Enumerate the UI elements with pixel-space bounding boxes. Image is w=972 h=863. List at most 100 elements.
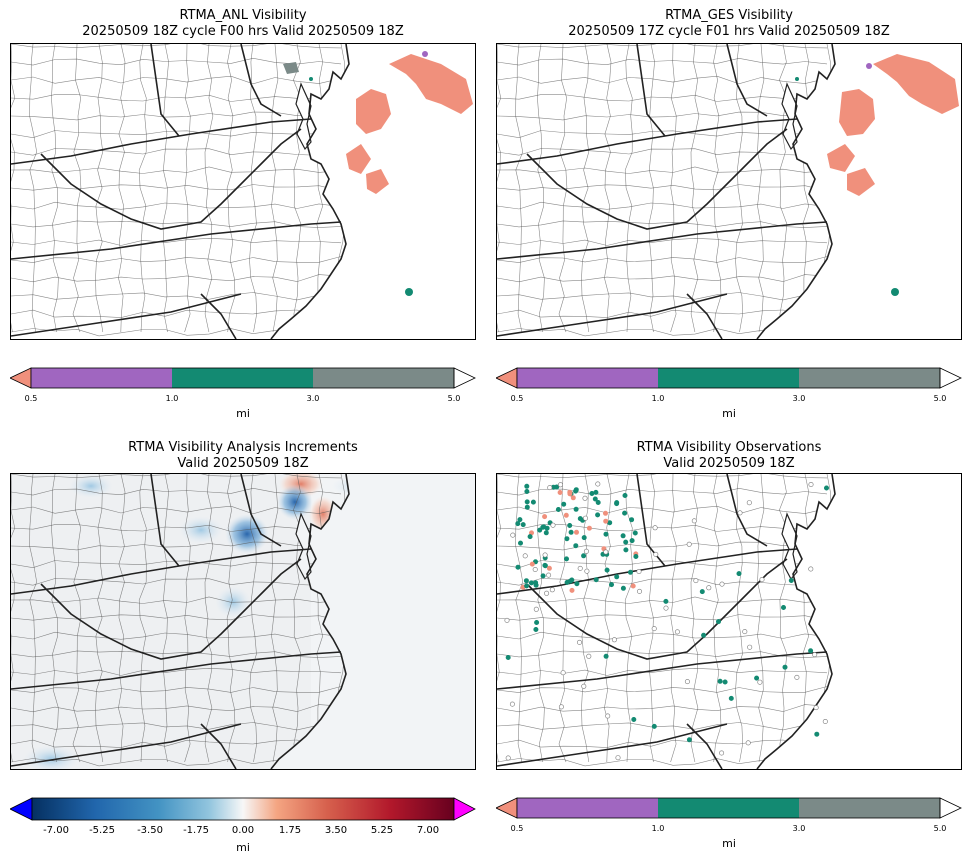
observation-station — [823, 485, 829, 491]
observation-station — [515, 521, 521, 527]
county-boundary — [72, 474, 82, 763]
observation-station — [528, 580, 534, 586]
observation-station — [541, 524, 547, 530]
observation-station — [524, 483, 530, 489]
county-boundary — [11, 614, 342, 622]
colorbar-tick: 5.0 — [933, 394, 947, 403]
state-boundary — [200, 293, 237, 339]
colorbar-tick: 0.5 — [510, 394, 524, 403]
county-boundary — [11, 578, 342, 586]
county-boundary — [497, 220, 828, 228]
county-boundary — [497, 704, 828, 713]
observation-station — [780, 605, 786, 611]
county-boundary — [293, 474, 302, 763]
colorbar-tick: 0.00 — [231, 825, 255, 836]
state-boundary — [726, 44, 768, 117]
county-boundary — [315, 44, 324, 333]
county-boundary — [11, 505, 342, 515]
county-boundary — [497, 75, 828, 85]
observation-station — [603, 518, 609, 524]
state-boundary — [497, 548, 798, 595]
county-boundary — [604, 44, 612, 333]
county-boundary — [497, 650, 828, 658]
county-boundary — [11, 667, 342, 676]
observation-station — [622, 492, 628, 498]
observation-station — [549, 587, 555, 593]
observation-station — [577, 639, 583, 645]
observation-station — [523, 578, 529, 584]
county-boundary — [497, 596, 828, 604]
observation-station — [563, 512, 569, 518]
state-boundary — [40, 128, 302, 230]
observation-station — [716, 619, 722, 625]
observation-station — [574, 529, 580, 535]
observation-station — [546, 572, 552, 578]
county-boundary — [184, 474, 191, 763]
map-analysis-increments[interactable] — [10, 473, 476, 770]
county-boundary — [11, 166, 342, 174]
observation-station — [603, 653, 609, 659]
chesapeake-bay — [781, 82, 798, 151]
observation-station — [524, 504, 530, 510]
observation-station — [534, 620, 540, 626]
map-rtma-ges[interactable] — [496, 43, 962, 340]
map-rtma-anl[interactable] — [10, 43, 476, 340]
county-boundary — [497, 111, 828, 121]
observation-station — [651, 723, 657, 729]
colorbar-tick: -5.25 — [89, 825, 115, 836]
observation-station — [509, 701, 515, 707]
observation-station — [614, 574, 620, 580]
observation-station — [515, 564, 521, 570]
observation-station — [653, 551, 659, 557]
county-boundary — [581, 474, 590, 763]
county-boundary — [271, 474, 279, 763]
state-boundary — [636, 474, 666, 567]
county-boundary — [604, 474, 612, 763]
observation-station — [557, 482, 563, 488]
county-boundary — [51, 474, 59, 763]
observation-station — [814, 731, 820, 737]
observation-station — [581, 535, 587, 541]
observation-station — [532, 567, 538, 573]
state-boundary — [240, 474, 282, 547]
observation-station — [555, 506, 561, 512]
county-boundary — [497, 44, 828, 49]
county-boundary — [162, 44, 169, 333]
county-boundary — [11, 237, 342, 246]
observation-station — [567, 522, 573, 528]
observation-station — [524, 583, 530, 589]
colorbar-unit: mi — [722, 837, 736, 850]
observation-station — [699, 589, 705, 595]
state-boundary — [200, 723, 237, 769]
observation-station — [652, 525, 658, 531]
observation-station — [629, 538, 635, 544]
colorbar-tick: 3.50 — [324, 825, 348, 836]
observation-station — [620, 533, 626, 539]
observation-points — [504, 481, 829, 761]
county-boundary — [624, 44, 633, 333]
panel-title: RTMA Visibility Analysis Increments Vali… — [10, 440, 476, 472]
colorbar-tick: 3.0 — [306, 394, 320, 403]
observation-station — [542, 552, 548, 558]
map-observations[interactable] — [496, 473, 962, 770]
observation-station — [611, 637, 617, 643]
county-boundary — [11, 201, 342, 210]
county-boundary — [11, 220, 342, 228]
observation-station — [808, 482, 814, 488]
county-boundary — [72, 44, 82, 333]
state-boundary — [497, 118, 798, 165]
observation-station — [583, 548, 589, 554]
county-boundary — [11, 474, 16, 763]
county-boundary — [497, 309, 828, 318]
county-boundary — [648, 44, 655, 333]
county-boundary — [11, 274, 342, 283]
visibility-fill — [795, 54, 959, 296]
county-boundary — [249, 474, 258, 763]
county-boundary — [497, 487, 828, 496]
observation-station — [533, 627, 539, 633]
county-boundary — [712, 474, 722, 763]
county-boundary — [11, 596, 342, 604]
county-boundary — [558, 44, 568, 333]
observation-station — [663, 605, 669, 611]
observation-station — [693, 578, 699, 584]
